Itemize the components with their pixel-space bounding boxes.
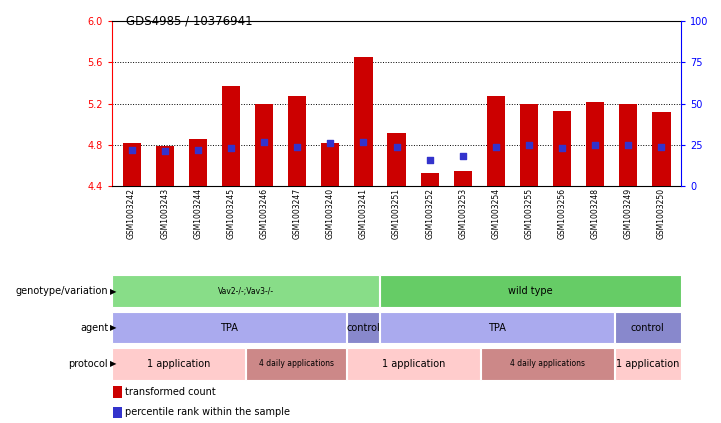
Text: genotype/variation: genotype/variation [16,286,108,296]
Point [225,145,236,151]
Text: ▶: ▶ [110,287,117,296]
Bar [354,57,373,186]
Point [424,157,435,163]
Bar [586,102,604,186]
Point [457,153,469,160]
Text: TPA: TPA [220,323,238,332]
Point [557,145,568,151]
Bar [380,275,681,307]
Bar [653,112,671,186]
Bar [420,173,439,186]
Text: ▶: ▶ [110,360,117,368]
Text: 1 application: 1 application [616,359,679,369]
Bar [113,387,122,398]
Point [126,146,138,153]
Text: Vav2-/-;Vav3-/-: Vav2-/-;Vav3-/- [218,287,274,296]
Bar [288,96,306,186]
Bar [481,348,614,380]
Bar [347,348,479,380]
Bar [347,312,379,343]
Text: GDS4985 / 10376941: GDS4985 / 10376941 [126,15,253,28]
Bar [380,312,614,343]
Bar [247,348,346,380]
Text: protocol: protocol [68,359,108,369]
Text: transformed count: transformed count [125,387,216,397]
Bar [112,348,245,380]
Text: 1 application: 1 application [381,359,445,369]
Text: 1 application: 1 application [147,359,211,369]
Text: ▶: ▶ [110,323,117,332]
Text: wild type: wild type [508,286,553,296]
Text: control: control [346,323,380,332]
Bar [322,143,340,186]
Point [192,146,203,153]
Point [291,143,303,150]
Bar [387,132,406,186]
Bar [553,111,571,186]
Bar [255,104,273,186]
Bar [113,407,122,418]
Point [258,138,270,145]
Text: 4 daily applications: 4 daily applications [510,360,585,368]
Point [391,143,402,150]
Point [523,141,535,148]
Text: TPA: TPA [488,323,506,332]
Bar [189,139,207,186]
Bar [454,170,472,186]
Bar [112,312,346,343]
Bar [520,104,538,186]
Point [159,148,170,155]
Point [590,141,601,148]
Bar [619,104,637,186]
Point [358,138,369,145]
Point [324,140,336,147]
Text: control: control [631,323,665,332]
Text: agent: agent [80,323,108,332]
Bar [112,275,379,307]
Bar [123,143,141,186]
Bar [487,96,505,186]
Bar [615,348,681,380]
Text: 4 daily applications: 4 daily applications [259,360,334,368]
Point [655,143,667,150]
Bar [615,312,681,343]
Bar [156,146,174,186]
Point [623,141,634,148]
Point [490,143,502,150]
Bar [222,86,240,186]
Text: percentile rank within the sample: percentile rank within the sample [125,407,291,417]
